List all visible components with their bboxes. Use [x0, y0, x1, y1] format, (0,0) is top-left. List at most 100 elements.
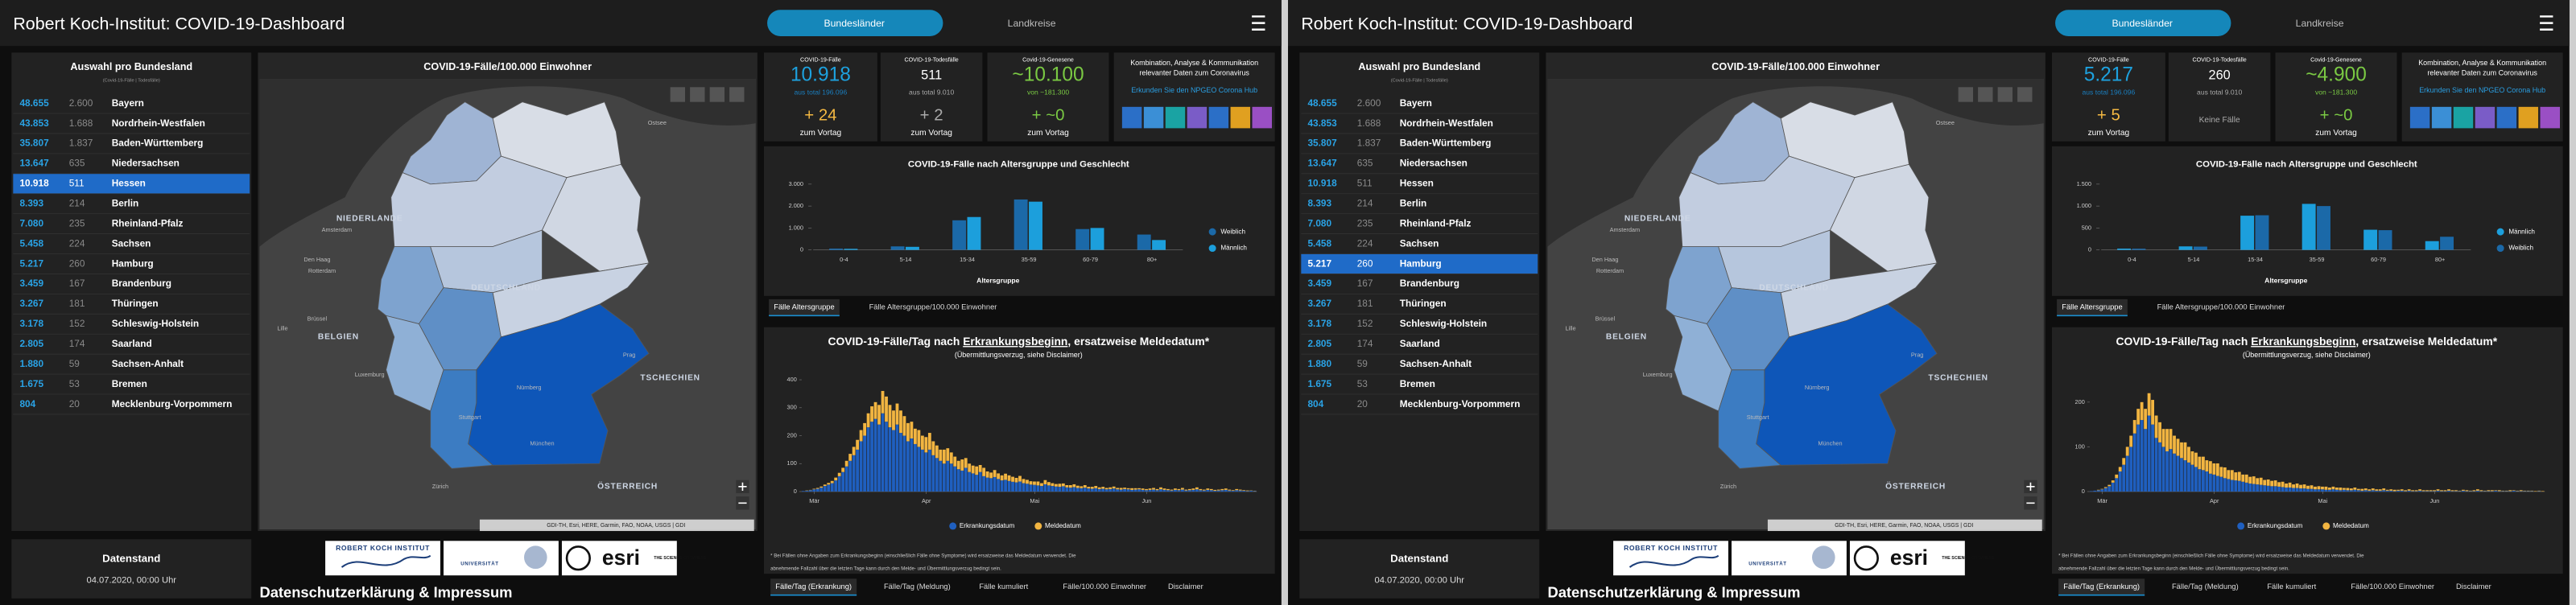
map-tool[interactable] — [690, 87, 705, 102]
state-name[interactable]: Hessen — [112, 178, 146, 189]
state-name[interactable]: Bayern — [1400, 97, 1432, 109]
state-cases[interactable]: 35.807 — [1307, 138, 1337, 149]
view-tab[interactable]: Disclaimer — [1168, 582, 1203, 591]
state-name[interactable]: Baden-Württemberg — [1400, 138, 1492, 149]
view-tab[interactable]: Fälle/100.000 Einwohner — [1063, 582, 1146, 591]
state-name[interactable]: Hessen — [1400, 178, 1434, 189]
state-name[interactable]: Brandenburg — [112, 278, 171, 289]
state-name[interactable]: Sachsen-Anhalt — [112, 358, 184, 369]
state-deaths: 174 — [69, 338, 85, 349]
hub-link[interactable]: Erkunden Sie den NPGEO Corona Hub — [1131, 86, 1257, 94]
state-name[interactable]: Hamburg — [112, 257, 154, 269]
view-tab[interactable]: Fälle/Tag (Erkrankung) — [775, 582, 852, 591]
state-name[interactable]: Baden-Württemberg — [112, 138, 204, 149]
state-name[interactable]: Nordrhein-Westfalen — [112, 117, 205, 129]
state-cases[interactable]: 43.853 — [19, 117, 49, 129]
state-cases[interactable]: 35.807 — [19, 138, 49, 149]
map-tool[interactable] — [1978, 87, 1993, 102]
view-tab[interactable]: Fälle Altersgruppe/100.000 Einwohner — [869, 302, 997, 311]
state-cases[interactable]: 7.080 — [1307, 217, 1331, 228]
state-cases[interactable]: 5.217 — [1307, 257, 1331, 269]
state-name[interactable]: Mecklenburg-Vorpommern — [1400, 398, 1521, 410]
bar — [2118, 471, 2122, 492]
state-cases[interactable]: 1.880 — [19, 358, 43, 369]
state-cases[interactable]: 5.458 — [19, 237, 43, 249]
footer-link[interactable]: Datenschutzerklärung & Impressum — [1547, 584, 1800, 601]
view-tab[interactable]: Fälle/Tag (Erkrankung) — [2063, 582, 2140, 591]
state-name[interactable]: Niedersachsen — [112, 158, 180, 169]
state-name[interactable]: Brandenburg — [1400, 278, 1459, 289]
state-cases[interactable]: 8.393 — [19, 198, 43, 209]
state-name[interactable]: Bremen — [1400, 378, 1435, 389]
state-name[interactable]: Nordrhein-Westfalen — [1400, 117, 1493, 129]
state-name[interactable]: Sachsen — [1400, 237, 1439, 249]
state-name[interactable]: Sachsen — [112, 237, 151, 249]
view-tab[interactable]: Fälle Altersgruppe/100.000 Einwohner — [2157, 302, 2285, 311]
bar — [2302, 484, 2306, 489]
state-name[interactable]: Niedersachsen — [1400, 158, 1468, 169]
state-cases[interactable]: 10.918 — [19, 178, 49, 189]
map-label: TSCHECHIEN — [640, 374, 700, 383]
state-cases[interactable]: 13.647 — [1307, 158, 1337, 169]
state-name[interactable]: Bayern — [112, 97, 144, 109]
view-tab[interactable]: Fälle Altersgruppe — [2062, 302, 2123, 311]
state-cases[interactable]: 10.918 — [1307, 178, 1337, 189]
state-cases[interactable]: 2.805 — [1307, 338, 1331, 349]
state-name[interactable]: Rheinland-Pfalz — [1400, 217, 1472, 228]
state-cases[interactable]: 7.080 — [19, 217, 43, 228]
view-tab[interactable]: Fälle kumuliert — [2267, 582, 2316, 591]
bar — [1191, 488, 1195, 490]
state-name[interactable]: Sachsen-Anhalt — [1400, 358, 1472, 369]
state-cases[interactable]: 1.880 — [1307, 358, 1331, 369]
state-cases[interactable]: 3.267 — [1307, 298, 1331, 309]
state-name[interactable]: Rheinland-Pfalz — [112, 217, 184, 228]
state-cases[interactable]: 2.805 — [19, 338, 43, 349]
state-cases[interactable]: 1.675 — [19, 378, 43, 389]
state-name[interactable]: Schleswig-Holstein — [1400, 318, 1487, 329]
header-tab[interactable]: Bundesländer — [824, 18, 885, 29]
state-name[interactable]: Thüringen — [1400, 298, 1447, 309]
map-tool[interactable] — [1958, 87, 1974, 102]
state-name[interactable]: Berlin — [1400, 198, 1427, 209]
state-cases[interactable]: 5.458 — [1307, 237, 1331, 249]
map-tool[interactable] — [2017, 87, 2033, 102]
state-name[interactable]: Schleswig-Holstein — [112, 318, 199, 329]
view-tab[interactable]: Fälle kumuliert — [979, 582, 1028, 591]
state-cases[interactable]: 804 — [19, 398, 35, 410]
view-tab[interactable]: Fälle Altersgruppe — [774, 302, 835, 311]
state-name[interactable]: Bremen — [112, 378, 147, 389]
state-cases[interactable]: 804 — [1307, 398, 1323, 410]
state-cases[interactable]: 3.459 — [1307, 278, 1331, 289]
kpi-change-label: zum Vortag — [800, 129, 842, 138]
state-cases[interactable]: 1.675 — [1307, 378, 1331, 389]
header-tab[interactable]: Bundesländer — [2112, 18, 2173, 29]
state-name[interactable]: Saarland — [112, 338, 152, 349]
state-cases[interactable]: 3.178 — [19, 318, 43, 329]
map-tool[interactable] — [729, 87, 745, 102]
state-cases[interactable]: 13.647 — [19, 158, 49, 169]
state-cases[interactable]: 48.655 — [19, 97, 49, 109]
state-cases[interactable]: 43.853 — [1307, 117, 1337, 129]
view-tab[interactable]: Fälle/Tag (Meldung) — [2172, 582, 2239, 591]
map-tool[interactable] — [670, 87, 686, 102]
state-name[interactable]: Thüringen — [112, 298, 159, 309]
state-cases[interactable]: 8.393 — [1307, 198, 1331, 209]
state-name[interactable]: Mecklenburg-Vorpommern — [112, 398, 233, 410]
state-cases[interactable]: 3.178 — [1307, 318, 1331, 329]
state-name[interactable]: Berlin — [112, 198, 139, 209]
state-cases[interactable]: 3.267 — [19, 298, 43, 309]
state-name[interactable]: Hamburg — [1400, 257, 1442, 269]
header-tab[interactable]: Landkreise — [2296, 18, 2344, 29]
footer-link[interactable]: Datenschutzerklärung & Impressum — [259, 584, 512, 601]
state-cases[interactable]: 3.459 — [19, 278, 43, 289]
map-tool[interactable] — [1997, 87, 2013, 102]
header-tab[interactable]: Landkreise — [1008, 18, 1056, 29]
state-cases[interactable]: 5.217 — [19, 257, 43, 269]
view-tab[interactable]: Fälle/100.000 Einwohner — [2351, 582, 2434, 591]
view-tab[interactable]: Fälle/Tag (Meldung) — [884, 582, 951, 591]
hub-link[interactable]: Erkunden Sie den NPGEO Corona Hub — [2419, 86, 2545, 94]
state-cases[interactable]: 48.655 — [1307, 97, 1337, 109]
view-tab[interactable]: Disclaimer — [2456, 582, 2491, 591]
state-name[interactable]: Saarland — [1400, 338, 1440, 349]
map-tool[interactable] — [709, 87, 724, 102]
